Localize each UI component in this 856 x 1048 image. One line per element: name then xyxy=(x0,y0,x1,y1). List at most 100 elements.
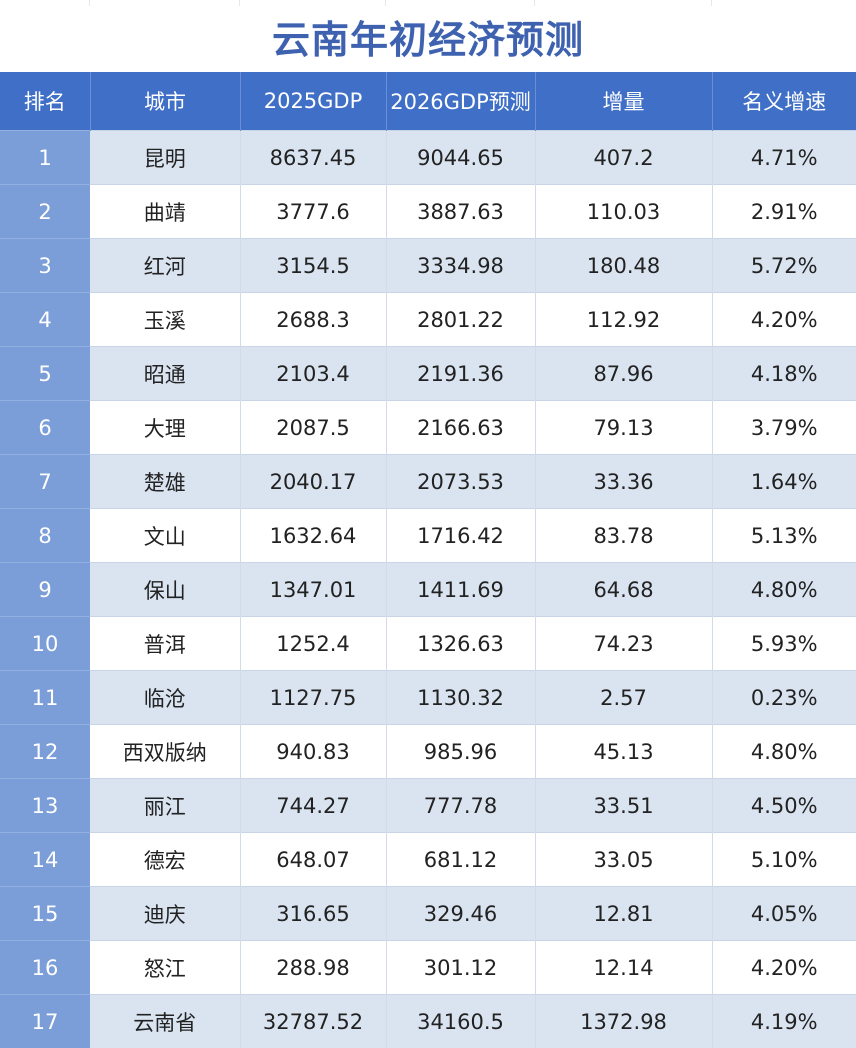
city-cell: 昭通 xyxy=(90,347,240,401)
city-cell: 怒江 xyxy=(90,941,240,995)
rank-cell: 6 xyxy=(0,401,90,455)
rank-cell: 13 xyxy=(0,779,90,833)
gdp-2025-cell: 2688.3 xyxy=(240,293,386,347)
gdp-2025-cell: 940.83 xyxy=(240,725,386,779)
growth-cell: 0.23% xyxy=(712,671,856,725)
increment-cell: 12.14 xyxy=(535,941,712,995)
header-gdp-2025: 2025GDP xyxy=(240,72,386,131)
page-title: 云南年初经济预测 xyxy=(0,12,856,68)
increment-cell: 74.23 xyxy=(535,617,712,671)
growth-cell: 4.80% xyxy=(712,725,856,779)
increment-cell: 180.48 xyxy=(535,239,712,293)
gdp-2026-cell: 985.96 xyxy=(386,725,535,779)
rank-cell: 11 xyxy=(0,671,90,725)
gdp-2026-cell: 1326.63 xyxy=(386,617,535,671)
rank-cell: 16 xyxy=(0,941,90,995)
gdp-2025-cell: 648.07 xyxy=(240,833,386,887)
header-city: 城市 xyxy=(90,72,240,131)
gdp-2026-cell: 1716.42 xyxy=(386,509,535,563)
gdp-2025-cell: 316.65 xyxy=(240,887,386,941)
gdp-2026-cell: 777.78 xyxy=(386,779,535,833)
rank-cell: 12 xyxy=(0,725,90,779)
increment-cell: 12.81 xyxy=(535,887,712,941)
growth-cell: 4.71% xyxy=(712,131,856,185)
increment-cell: 83.78 xyxy=(535,509,712,563)
gdp-2025-cell: 1347.01 xyxy=(240,563,386,617)
growth-cell: 4.50% xyxy=(712,779,856,833)
gdp-2025-cell: 1632.64 xyxy=(240,509,386,563)
gdp-2025-cell: 1252.4 xyxy=(240,617,386,671)
rank-cell: 14 xyxy=(0,833,90,887)
gdp-2025-cell: 8637.45 xyxy=(240,131,386,185)
growth-cell: 4.19% xyxy=(712,995,856,1048)
header-nominal-growth: 名义增速 xyxy=(712,72,856,131)
growth-cell: 4.18% xyxy=(712,347,856,401)
rank-cell: 2 xyxy=(0,185,90,239)
increment-cell: 33.36 xyxy=(535,455,712,509)
increment-cell: 45.13 xyxy=(535,725,712,779)
gdp-2025-cell: 3154.5 xyxy=(240,239,386,293)
city-cell: 普洱 xyxy=(90,617,240,671)
gdp-2025-cell: 3777.6 xyxy=(240,185,386,239)
increment-cell: 87.96 xyxy=(535,347,712,401)
gdp-2026-cell: 3334.98 xyxy=(386,239,535,293)
rank-cell: 17 xyxy=(0,995,90,1048)
rank-cell: 5 xyxy=(0,347,90,401)
gdp-2025-cell: 1127.75 xyxy=(240,671,386,725)
gdp-2026-cell: 2191.36 xyxy=(386,347,535,401)
rank-cell: 15 xyxy=(0,887,90,941)
gdp-2026-cell: 2073.53 xyxy=(386,455,535,509)
rank-cell: 4 xyxy=(0,293,90,347)
growth-cell: 2.91% xyxy=(712,185,856,239)
city-cell: 迪庆 xyxy=(90,887,240,941)
gdp-2026-cell: 329.46 xyxy=(386,887,535,941)
city-cell: 临沧 xyxy=(90,671,240,725)
city-cell: 玉溪 xyxy=(90,293,240,347)
increment-cell: 79.13 xyxy=(535,401,712,455)
rank-cell: 10 xyxy=(0,617,90,671)
header-increment: 增量 xyxy=(535,72,712,131)
gdp-2026-cell: 1411.69 xyxy=(386,563,535,617)
gdp-2025-cell: 2040.17 xyxy=(240,455,386,509)
growth-cell: 4.20% xyxy=(712,941,856,995)
increment-cell: 112.92 xyxy=(535,293,712,347)
increment-cell: 64.68 xyxy=(535,563,712,617)
growth-cell: 4.05% xyxy=(712,887,856,941)
header-rank: 排名 xyxy=(0,72,90,131)
city-cell: 楚雄 xyxy=(90,455,240,509)
strip-segment xyxy=(240,0,386,6)
city-cell: 大理 xyxy=(90,401,240,455)
city-cell: 丽江 xyxy=(90,779,240,833)
city-cell: 保山 xyxy=(90,563,240,617)
increment-cell: 33.51 xyxy=(535,779,712,833)
rank-cell: 1 xyxy=(0,131,90,185)
growth-cell: 5.93% xyxy=(712,617,856,671)
strip-segment xyxy=(90,0,240,6)
rank-cell: 3 xyxy=(0,239,90,293)
increment-cell: 110.03 xyxy=(535,185,712,239)
gdp-2026-cell: 2166.63 xyxy=(386,401,535,455)
growth-cell: 5.72% xyxy=(712,239,856,293)
growth-cell: 5.13% xyxy=(712,509,856,563)
rank-cell: 8 xyxy=(0,509,90,563)
gdp-2025-cell: 2103.4 xyxy=(240,347,386,401)
strip-segment xyxy=(712,0,856,6)
growth-cell: 4.80% xyxy=(712,563,856,617)
city-cell: 文山 xyxy=(90,509,240,563)
growth-cell: 3.79% xyxy=(712,401,856,455)
gdp-2026-cell: 1130.32 xyxy=(386,671,535,725)
